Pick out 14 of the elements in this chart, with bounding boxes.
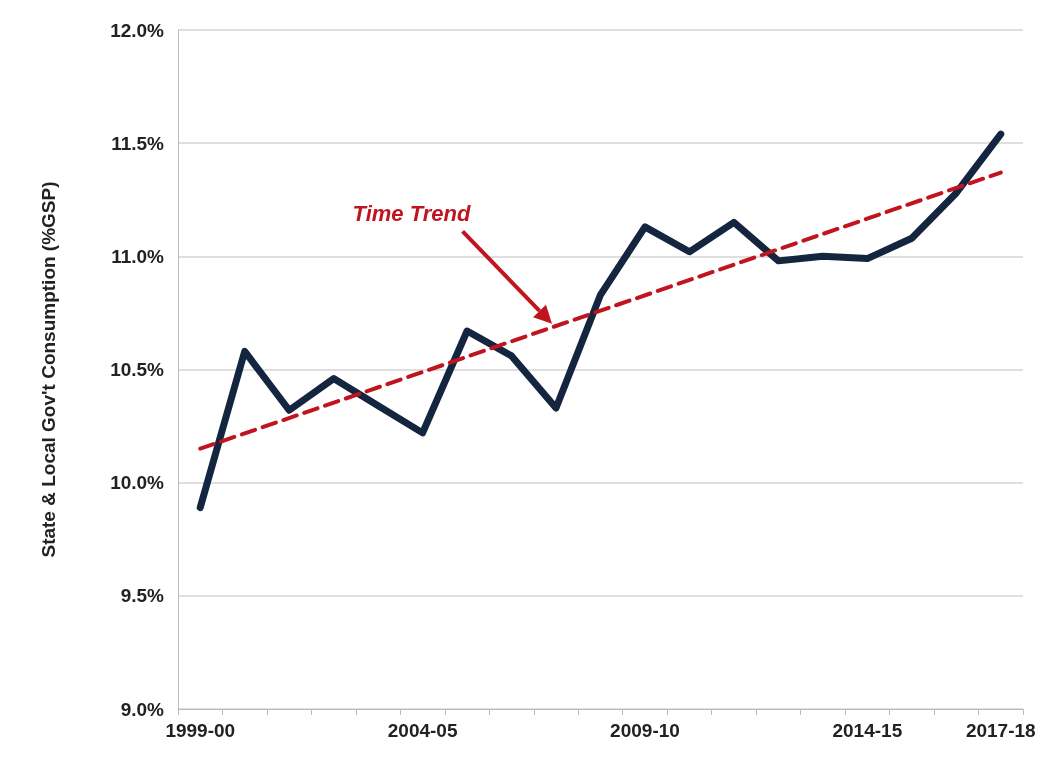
x-tick-label: 2009-10: [610, 720, 680, 741]
y-tick-label: 9.5%: [120, 585, 165, 607]
y-axis-title: State & Local Gov't Consumption (%GSP): [38, 181, 59, 558]
y-tick-label: 12.0%: [110, 19, 165, 41]
x-tick-label: 1999-00: [165, 720, 236, 741]
y-tick-label: 11.5%: [111, 132, 165, 154]
y-tick-label: 10.0%: [110, 472, 165, 494]
y-tick-label: 9.0%: [120, 698, 165, 720]
y-tick-label: 11.0%: [111, 245, 165, 267]
text: Time Trend: [352, 201, 471, 228]
x-tick-label: 2014-15: [832, 720, 903, 741]
y-tick-label: 10.5%: [110, 359, 165, 380]
x-tick-label: 2004-05: [387, 720, 458, 741]
x-tick-label: 2017-18: [965, 720, 1036, 741]
